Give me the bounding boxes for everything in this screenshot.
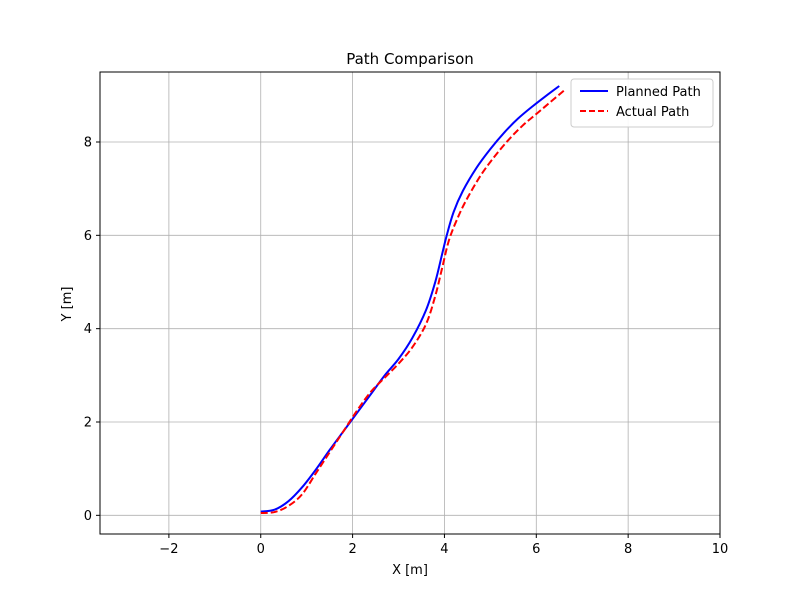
- y-axis-label: Y [m]: [60, 287, 75, 323]
- grid: [100, 72, 721, 534]
- legend: Planned Path Actual Path: [570, 78, 714, 128]
- y-tick-label: 2: [84, 416, 92, 431]
- legend-label-planned-path: Planned Path: [616, 85, 701, 100]
- x-tick-label: 10: [712, 542, 729, 557]
- y-tick-label: 0: [84, 509, 92, 524]
- x-tick-label: 2: [348, 542, 356, 557]
- x-axis-label: X [m]: [392, 563, 428, 578]
- x-tick-label: 4: [440, 542, 448, 557]
- series-layer: [260, 85, 565, 514]
- chart-title: Path Comparison: [346, 50, 474, 68]
- series-line-actual-path: [260, 89, 565, 514]
- ticks: −2 0 2 4 6 8 10 0 2 4 6 8: [84, 136, 729, 558]
- plot-frame: [99, 71, 721, 535]
- x-tick-label: 0: [257, 542, 265, 557]
- legend-label-actual-path: Actual Path: [616, 105, 689, 120]
- x-tick-label: 8: [624, 542, 632, 557]
- x-tick-label: 6: [532, 542, 540, 557]
- y-tick-label: 4: [84, 322, 92, 337]
- y-tick-label: 8: [84, 136, 92, 151]
- x-tick-label: −2: [159, 542, 178, 557]
- y-tick-label: 6: [84, 229, 92, 244]
- series-line-planned-path: [260, 85, 560, 513]
